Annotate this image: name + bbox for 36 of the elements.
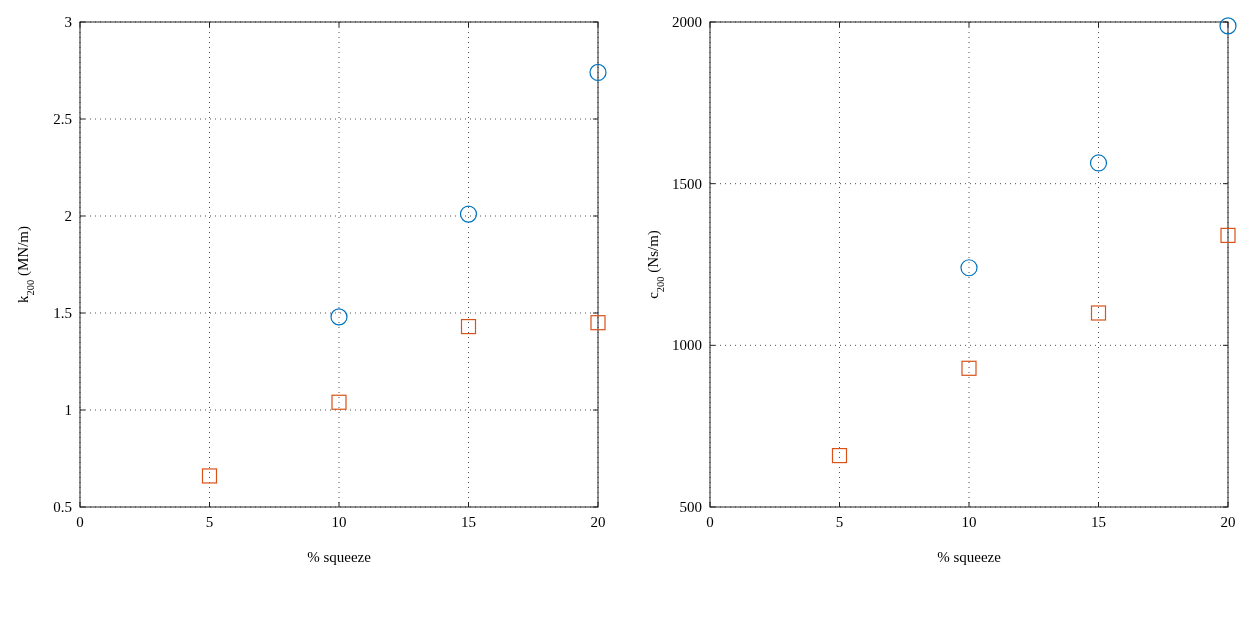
point xyxy=(201,468,218,484)
point xyxy=(960,259,978,277)
point xyxy=(459,205,478,223)
point xyxy=(590,315,606,331)
y-tick-label: 3 xyxy=(64,14,72,30)
y-tick-label: 2 xyxy=(64,208,72,224)
x-tick-label: 10 xyxy=(331,514,347,530)
x-axis-title: % squeeze xyxy=(307,549,372,565)
x-tick-label: 5 xyxy=(835,514,844,530)
point xyxy=(831,447,848,464)
point xyxy=(1219,17,1237,35)
point xyxy=(1090,305,1107,321)
point xyxy=(1089,154,1108,172)
point xyxy=(460,318,477,335)
x-tick-label: 5 xyxy=(205,514,214,530)
x-tick-label: 20 xyxy=(590,514,606,530)
y-tick-label: 1000 xyxy=(672,337,702,354)
x-axis-title: % squeeze xyxy=(937,549,1002,565)
y-tick-label: 1.5 xyxy=(53,305,72,321)
y-tick-label: 0.5 xyxy=(53,499,72,515)
point xyxy=(330,308,348,326)
x-tick-label: 15 xyxy=(461,514,476,530)
x-tick-label: 0 xyxy=(706,514,714,530)
x-tick-label: 15 xyxy=(1091,514,1106,530)
point xyxy=(589,63,607,82)
y-tick-label: 500 xyxy=(679,499,702,515)
point xyxy=(331,394,347,410)
y-tick-label: 2.5 xyxy=(53,111,72,127)
point xyxy=(961,360,977,376)
y-tick-label: 1500 xyxy=(672,175,702,192)
y-tick-label: 2000 xyxy=(672,14,702,30)
x-tick-label: 20 xyxy=(1220,514,1236,530)
point xyxy=(1220,227,1236,243)
y-tick-label: 1 xyxy=(64,402,72,418)
x-tick-label: 10 xyxy=(961,514,977,530)
x-tick-label: 0 xyxy=(76,514,84,530)
